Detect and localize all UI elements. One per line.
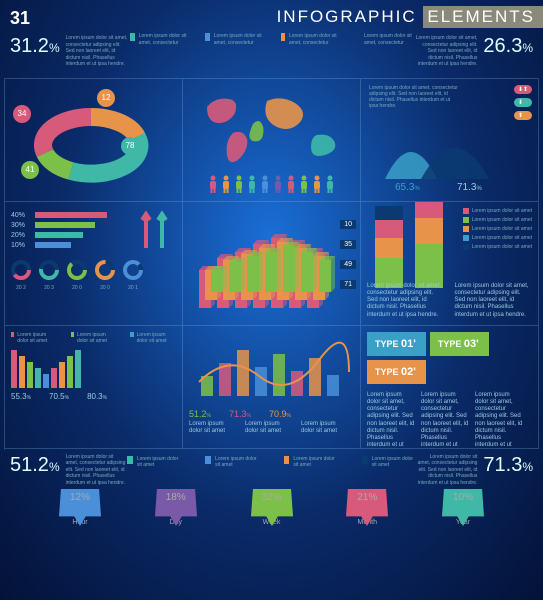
arrows: [140, 208, 168, 248]
world-map: [189, 85, 357, 181]
people-icons: [183, 175, 360, 193]
stacked-cell: Lorem ipsum dolor sit ametLorem ipsum do…: [361, 202, 539, 326]
bell-cell: ⬇⬆ ⬇ ⬆ Lorem ipsum dolor sit amet, conse…: [361, 79, 539, 203]
chart-grid: 34127841 ⬇⬆ ⬇ ⬆ Lorem ipsum dolor sit am…: [4, 78, 539, 450]
page-number: 31: [10, 8, 50, 29]
bars3d-chart: [179, 198, 355, 322]
pill-icon: ⬆: [514, 111, 532, 120]
bell-chart: [385, 121, 505, 181]
mixed-cell: 51.2% 71.3% 70.9% Lorem ipsum dolor sit …: [183, 326, 361, 450]
footer-stats: 51.2% Lorem ipsum dolor sit amet, consec…: [0, 450, 543, 489]
hbar-cell: 40%30%20%10% 20 220 320 020 020 1: [5, 202, 183, 326]
pill-icon: ⬇: [514, 98, 532, 107]
bars3d-cell: 10354971: [183, 202, 361, 326]
mixed-chart: [189, 332, 357, 402]
pill-icon: ⬇⬆: [514, 85, 532, 94]
types-cell: TYPE 01'TYPE 03'TYPE 02' Lorem ipsum dol…: [361, 326, 539, 450]
page-title: INFOGRAPHIC ELEMENTS: [277, 6, 543, 28]
top-stats-row: 31.2% Lorem ipsum dolor sit amet, consec…: [0, 33, 543, 74]
clustered-cell: Lorem ipsum dolor sit ametLorem ipsum do…: [5, 326, 183, 450]
donut-chart: [11, 85, 171, 195]
markers-row: 12%Hour18%Day32%Week21%Month10%Year: [0, 488, 543, 538]
donut-cell: 34127841: [5, 79, 183, 203]
worldmap-cell: [183, 79, 361, 203]
